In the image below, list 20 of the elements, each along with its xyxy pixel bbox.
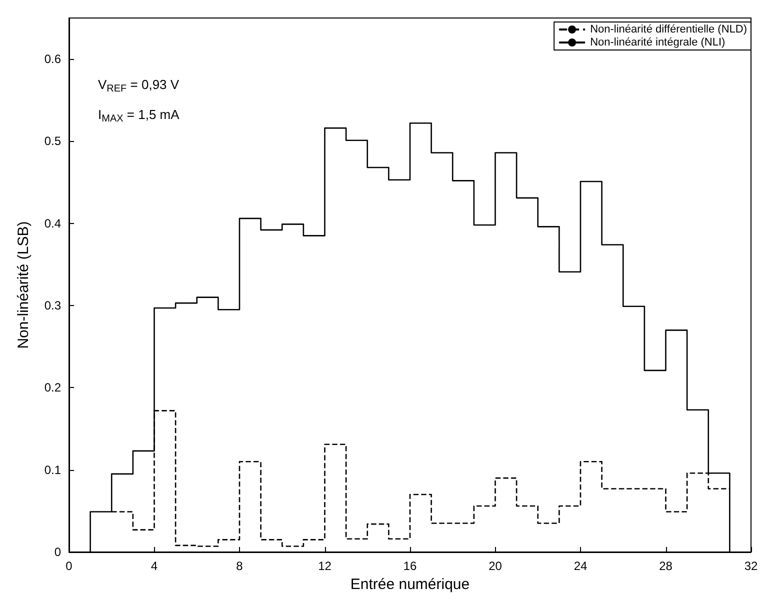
legend-label: Non-linéarité intégrale (NLI)	[590, 36, 726, 48]
legend-label: Non-linéarité différentielle (NLD)	[590, 24, 747, 36]
x-tick-label: 24	[574, 559, 588, 573]
x-tick-label: 8	[236, 559, 244, 573]
x-axis-title: Entrée numérique	[350, 576, 470, 593]
y-tick-label: 0.1	[44, 462, 62, 477]
y-tick-label: 0.5	[44, 134, 62, 148]
y-tick-label: 0.4	[44, 216, 62, 230]
x-tick-label: 4	[150, 559, 158, 573]
y-tick-label: 0.6	[44, 52, 62, 66]
x-tick-label: 28	[659, 559, 673, 573]
x-tick-label: 16	[403, 559, 417, 573]
x-tick-label: 20	[488, 559, 502, 573]
x-tick-label: 12	[318, 559, 332, 573]
y-tick-label: 0.3	[44, 298, 62, 313]
y-axis-title: Non-linéarité (LSB)	[15, 221, 32, 349]
x-tick-label: 32	[744, 559, 758, 573]
y-tick-label: 0.2	[44, 380, 62, 395]
y-tick-label: 0	[54, 545, 62, 559]
x-tick-label: 0	[66, 559, 73, 573]
